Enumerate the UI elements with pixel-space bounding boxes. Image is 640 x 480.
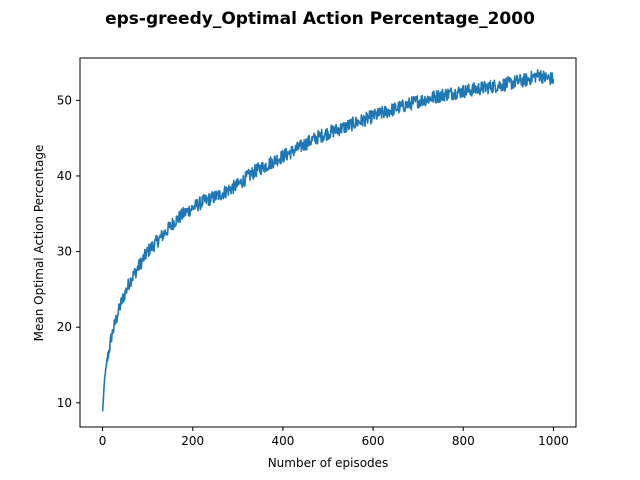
plot-frame	[79, 57, 577, 428]
y-tick-label: 50	[57, 93, 72, 107]
x-tick-label: 800	[452, 434, 475, 448]
series-line	[101, 68, 555, 412]
y-tick-label: 30	[57, 245, 72, 259]
y-tick-label: 10	[57, 396, 72, 410]
x-tick-label: 200	[181, 434, 204, 448]
x-tick-label: 1000	[538, 434, 569, 448]
x-tick-label: 0	[99, 434, 107, 448]
y-axis-label: Mean Optimal Action Percentage	[32, 145, 46, 342]
x-axis-label: Number of episodes	[268, 456, 389, 470]
x-tick-label: 600	[362, 434, 385, 448]
chart-title: eps-greedy_Optimal Action Percentage_200…	[105, 9, 535, 29]
y-tick-label: 40	[57, 169, 72, 183]
y-tick-label: 20	[57, 320, 72, 334]
y-axis: 10 20 30 40 50	[57, 93, 80, 410]
x-axis: 0 200 400 600 800 1000	[99, 427, 569, 448]
plot-area	[79, 57, 577, 428]
x-tick-label: 400	[271, 434, 294, 448]
